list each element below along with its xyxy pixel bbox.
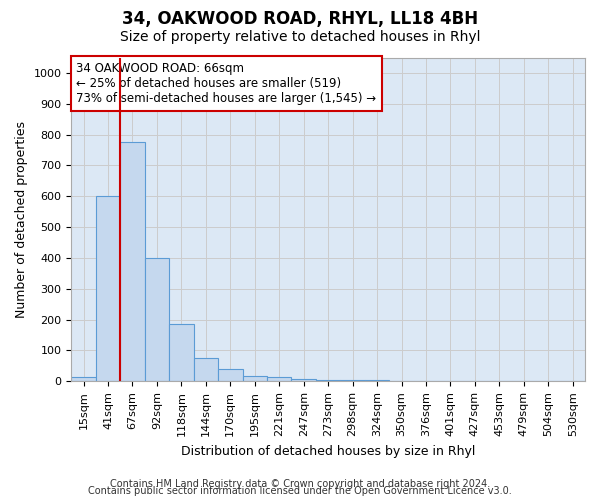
Bar [242,376,267,382]
Bar [414,380,438,382]
Y-axis label: Number of detached properties: Number of detached properties [15,121,28,318]
Text: Size of property relative to detached houses in Rhyl: Size of property relative to detached ho… [120,30,480,44]
Text: Contains HM Land Registry data © Crown copyright and database right 2024.: Contains HM Land Registry data © Crown c… [110,479,490,489]
Text: 34, OAKWOOD ROAD, RHYL, LL18 4BH: 34, OAKWOOD ROAD, RHYL, LL18 4BH [122,10,478,28]
Bar [169,324,194,382]
Bar [218,369,242,382]
Bar [145,258,169,382]
Bar [96,196,120,382]
Bar [365,380,389,382]
Bar [194,358,218,382]
Bar [120,142,145,382]
X-axis label: Distribution of detached houses by size in Rhyl: Distribution of detached houses by size … [181,444,475,458]
Bar [267,376,292,382]
Bar [71,376,96,382]
Text: 34 OAKWOOD ROAD: 66sqm
← 25% of detached houses are smaller (519)
73% of semi-de: 34 OAKWOOD ROAD: 66sqm ← 25% of detached… [76,62,377,106]
Bar [292,379,316,382]
Bar [340,380,365,382]
Text: Contains public sector information licensed under the Open Government Licence v3: Contains public sector information licen… [88,486,512,496]
Bar [389,380,414,382]
Bar [438,380,463,382]
Bar [316,380,340,382]
